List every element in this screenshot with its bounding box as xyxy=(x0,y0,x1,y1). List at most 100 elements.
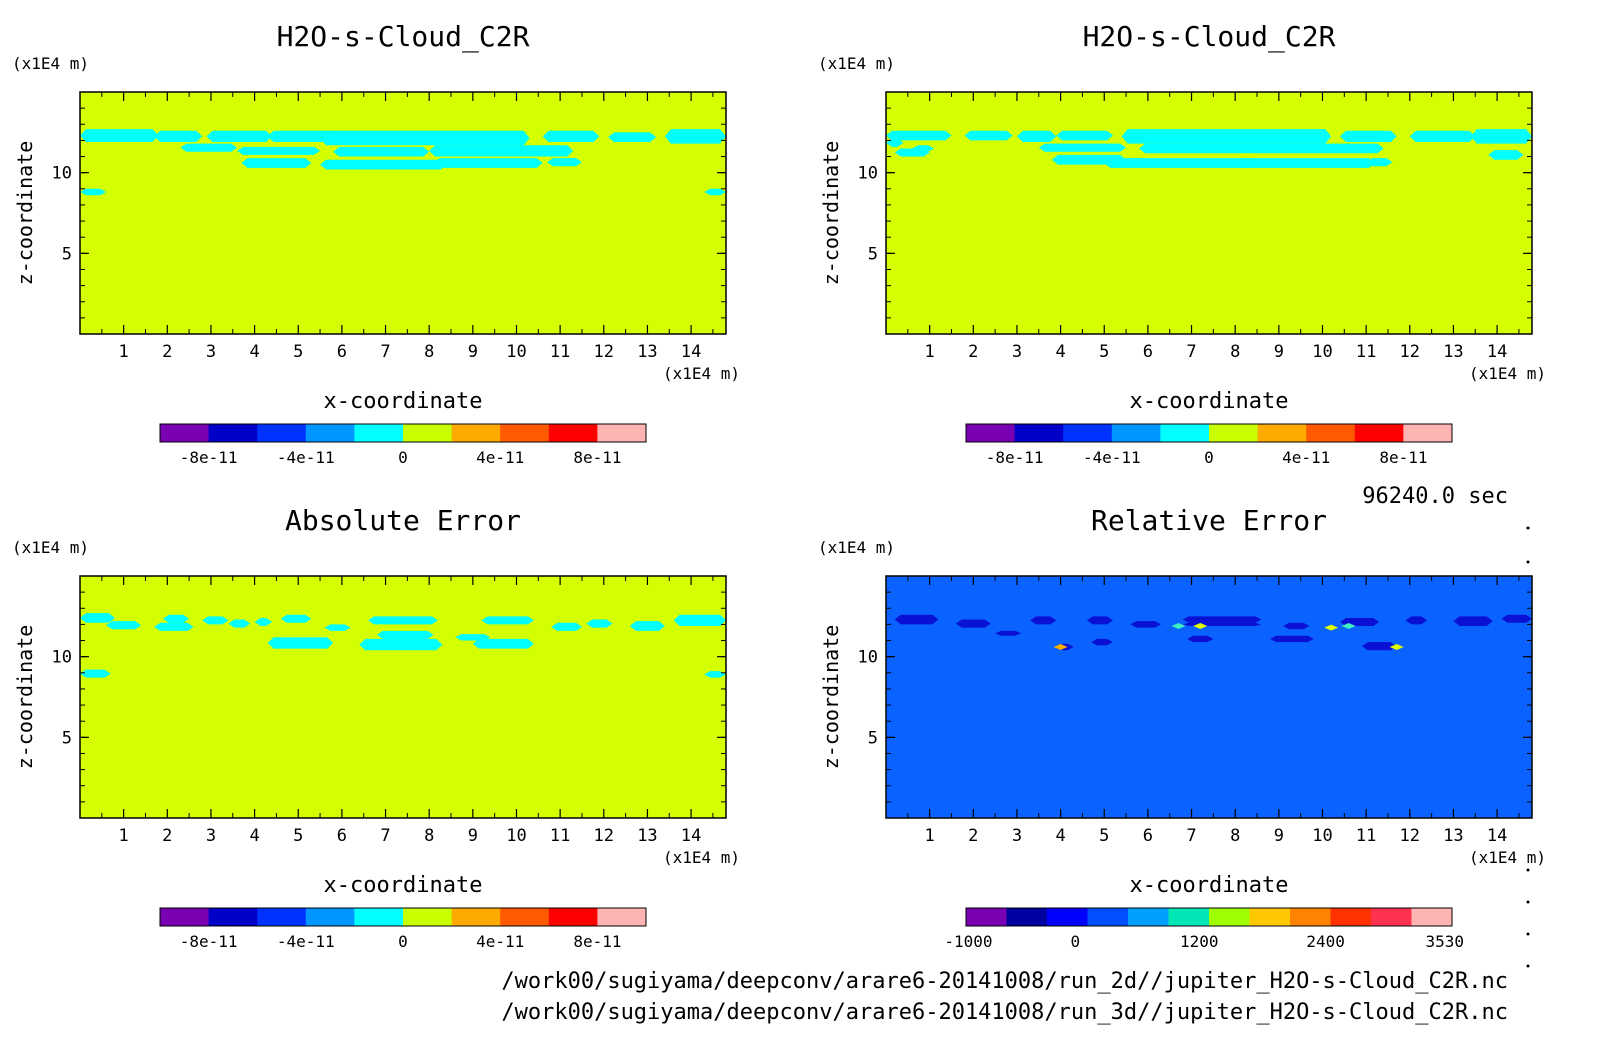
heatmap-field xyxy=(80,92,726,334)
cloud-region-2 xyxy=(106,621,142,630)
highlight-mark-5 xyxy=(1324,624,1339,631)
x-axis-label: x-coordinate xyxy=(324,873,483,898)
y-tick-label: 5 xyxy=(62,728,72,748)
heatmap-field xyxy=(886,576,1532,818)
x-unit-label: (x1E4 m) xyxy=(663,848,740,867)
x-tick-label: 10 xyxy=(1312,342,1332,362)
x-unit-label: (x1E4 m) xyxy=(663,364,740,383)
x-tick-label: 13 xyxy=(1443,342,1463,362)
colorbar-swatch-6 xyxy=(1209,424,1259,442)
cloud-region-5 xyxy=(320,130,530,146)
x-tick-label: 4 xyxy=(1055,826,1065,846)
x-tick-label: 13 xyxy=(1443,826,1463,846)
x-tick-label: 7 xyxy=(1186,342,1196,362)
cloud-region-11 xyxy=(1038,143,1127,152)
colorbar-swatch-5 xyxy=(354,424,404,442)
x-tick-label: 9 xyxy=(1274,342,1284,362)
x-tick-label: 7 xyxy=(380,826,390,846)
y-tick-label: 5 xyxy=(868,728,878,748)
cloud-region-5 xyxy=(202,616,229,625)
cloud-region-3 xyxy=(1016,130,1057,143)
file-path-3d: /work00/sugiyama/deepconv/arare6-2014100… xyxy=(501,1000,1508,1025)
cloud-region-15 xyxy=(1235,158,1375,168)
y-unit-label: (x1E4 m) xyxy=(12,538,89,557)
colorbar-swatch-2 xyxy=(208,424,258,442)
cloud-region-7 xyxy=(1409,130,1476,143)
colorbar-label: 0 xyxy=(1204,448,1214,467)
colorbar-swatch-2 xyxy=(208,908,258,926)
colorbar-swatch-1 xyxy=(966,424,1016,442)
cloud-region-3 xyxy=(154,622,194,631)
x-tick-label: 12 xyxy=(594,342,614,362)
cloud-region-17 xyxy=(551,622,582,631)
chart-panel-4: Relative Error (x1E4 m) (x1E4 m) x-coordina… xyxy=(818,504,1546,951)
x-tick-label: 3 xyxy=(206,826,216,846)
colorbar-label: -1000 xyxy=(944,932,992,951)
cloud-region-7 xyxy=(254,617,273,627)
y-axis-label: z-coordinate xyxy=(13,625,37,770)
cloud-region-8 xyxy=(1470,129,1532,144)
cloud-region-22 xyxy=(704,671,726,678)
cloud-region-3 xyxy=(1030,616,1057,625)
cloud-region-12 xyxy=(359,638,443,651)
margin-dots xyxy=(1526,526,1530,968)
cloud-region-5 xyxy=(1121,129,1332,144)
cloud-region-15 xyxy=(433,158,543,168)
cloud-region-14 xyxy=(320,159,447,170)
time-label: 96240.0 sec xyxy=(1362,484,1508,509)
cloud-region-1 xyxy=(80,613,115,623)
cloud-region-17 xyxy=(1488,150,1524,160)
cloud-region-6 xyxy=(542,130,600,143)
x-tick-label: 7 xyxy=(380,342,390,362)
x-tick-label: 6 xyxy=(337,342,347,362)
plot-frame xyxy=(79,575,727,819)
colorbar-swatch-3 xyxy=(1063,424,1113,442)
chart-panels: H2O-s-Cloud_C2R (x1E4 m) (x1E4 m) x-coordin… xyxy=(12,20,1546,951)
cloud-region-17 xyxy=(80,188,107,196)
y-axis-label: z-coordinate xyxy=(13,141,37,286)
x-tick-label: 2 xyxy=(162,342,172,362)
chart-title: Absolute Error xyxy=(285,504,521,537)
x-tick-label: 3 xyxy=(1012,826,1022,846)
cloud-region-16 xyxy=(547,158,582,167)
x-tick-label: 4 xyxy=(249,826,259,846)
colorbar-swatch-1 xyxy=(160,424,210,442)
x-tick-label: 14 xyxy=(1487,826,1507,846)
colorbar-label: -4e-11 xyxy=(277,448,335,467)
colorbar-label: 4e-11 xyxy=(1282,448,1330,467)
colorbar-swatch-6 xyxy=(403,908,453,926)
colorbar-label: 2400 xyxy=(1306,932,1345,951)
cloud-region-6 xyxy=(1182,616,1262,623)
cloud-region-18 xyxy=(704,188,726,196)
x-tick-label: 14 xyxy=(681,826,701,846)
cloud-region-1 xyxy=(80,129,159,143)
cloud-region-3 xyxy=(206,130,273,143)
colorbar-frame xyxy=(159,423,647,443)
colorbar-swatch-3 xyxy=(1047,908,1088,926)
colorbar-swatch-5 xyxy=(1160,424,1210,442)
y-tick-label: 10 xyxy=(52,648,72,668)
cloud-region-12 xyxy=(1139,143,1384,154)
x-tick-label: 11 xyxy=(1356,826,1376,846)
colorbar-frame xyxy=(965,423,1453,443)
x-tick-label: 5 xyxy=(293,342,303,362)
colorbar-swatch-8 xyxy=(500,908,550,926)
chart-panel-3: Absolute Error (x1E4 m) (x1E4 m) x-coordina… xyxy=(12,504,740,951)
y-tick-label: 10 xyxy=(858,648,878,668)
y-axis-label: z-coordinate xyxy=(819,625,843,770)
colorbar-swatch-1 xyxy=(160,908,210,926)
cloud-region-1 xyxy=(886,130,952,141)
colorbar-label: 8e-11 xyxy=(1379,448,1427,467)
cloud-region-16 xyxy=(1366,158,1393,167)
cloud-region-13 xyxy=(267,637,334,649)
colorbar-label: 0 xyxy=(398,448,408,467)
cloud-region-9 xyxy=(324,624,351,631)
x-axis-label: x-coordinate xyxy=(1130,389,1289,414)
x-tick-label: 13 xyxy=(637,826,657,846)
x-unit-label: (x1E4 m) xyxy=(1469,848,1546,867)
x-tick-label: 10 xyxy=(506,342,526,362)
x-tick-label: 8 xyxy=(424,826,434,846)
y-tick-label: 5 xyxy=(868,244,878,264)
x-tick-label: 14 xyxy=(681,342,701,362)
colorbar-swatch-6 xyxy=(1168,908,1210,926)
